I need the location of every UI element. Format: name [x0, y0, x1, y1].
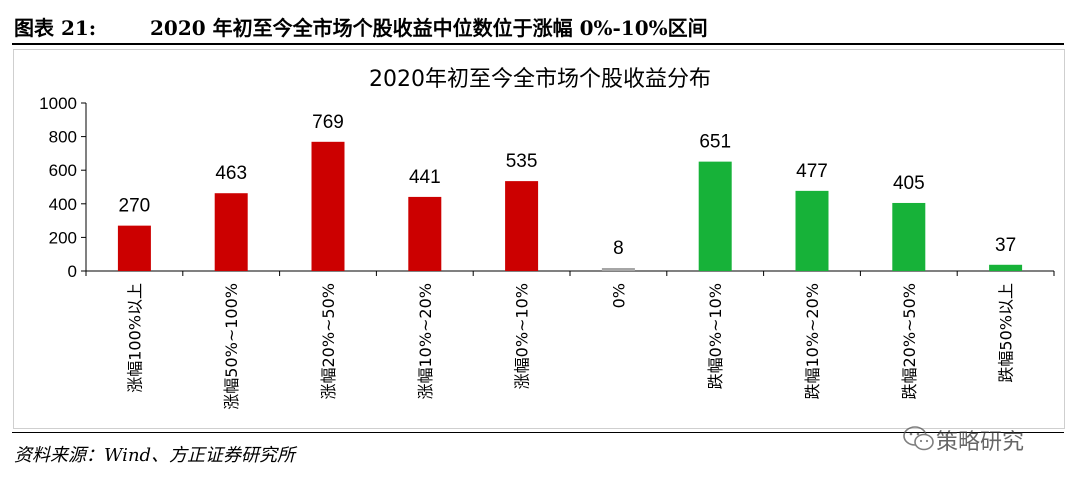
y-axis: 0 200 400 600 800 1000 [39, 94, 87, 281]
bar [505, 181, 539, 271]
chart-frame [13, 49, 1065, 429]
data-label: 8 [613, 238, 624, 259]
data-label: 463 [215, 163, 247, 184]
y-tick-label: 200 [49, 228, 77, 247]
source-note: 资料来源：Wind、方正证券研究所 [14, 445, 296, 466]
figure-header: 图表 21: 2020 年初至今全市场个股收益中位数位于涨幅 0%-10%区间 [0, 0, 1080, 44]
x-axis: 涨幅100%以上 涨幅50%~100% 涨幅20%~50% 涨幅10%~20% 涨幅0%… [85, 270, 1055, 410]
bottom-rule [12, 432, 1064, 433]
data-label: 651 [699, 132, 731, 153]
bar [311, 141, 345, 271]
data-label: 270 [119, 196, 151, 217]
y-tick-label: 400 [49, 195, 77, 214]
x-tick-label: 涨幅50%~100% [222, 283, 241, 410]
x-tick-label: 涨幅10%~20% [416, 283, 435, 400]
y-tick-label: 0 [68, 262, 77, 281]
bar [601, 268, 635, 271]
x-tick-label: 跌幅50%以上 [997, 283, 1016, 383]
watermark: 策略研究 [900, 418, 1060, 458]
data-label: 37 [995, 235, 1016, 256]
y-tick-label: 800 [49, 128, 77, 147]
data-label: 535 [506, 151, 538, 172]
x-tick-label: 涨幅100%以上 [125, 283, 144, 393]
bar [989, 264, 1023, 271]
bar [795, 190, 829, 271]
y-tick-label: 600 [49, 161, 77, 180]
x-tick-label: 涨幅20%~50% [319, 283, 338, 400]
wechat-icon [903, 426, 934, 451]
bar [408, 196, 442, 271]
bar [698, 161, 732, 271]
bar [214, 193, 248, 271]
x-tick-label: 0% [609, 283, 628, 308]
bars: 270 463 769 441 535 8 651 477 405 37 [117, 112, 1023, 271]
chart-title: 2020年初至今全市场个股收益分布 [369, 67, 711, 92]
bar [892, 202, 926, 271]
figure-label: 图表 21: [14, 16, 97, 40]
x-tick-label: 涨幅0%~10% [513, 283, 532, 389]
y-tick-label: 1000 [39, 94, 77, 113]
data-label: 477 [796, 161, 828, 182]
bar [117, 225, 151, 271]
x-tick-label: 跌幅0%~10% [706, 283, 725, 389]
x-tick-label: 跌幅10%~20% [803, 283, 822, 400]
watermark-text: 策略研究 [936, 430, 1025, 455]
top-rule [12, 43, 1064, 45]
figure-caption: 2020 年初至今全市场个股收益中位数位于涨幅 0%-10%区间 [150, 16, 708, 40]
data-label: 405 [893, 173, 925, 194]
x-tick-label: 跌幅20%~50% [900, 283, 919, 400]
data-label: 441 [409, 167, 441, 188]
data-label: 769 [312, 112, 344, 133]
